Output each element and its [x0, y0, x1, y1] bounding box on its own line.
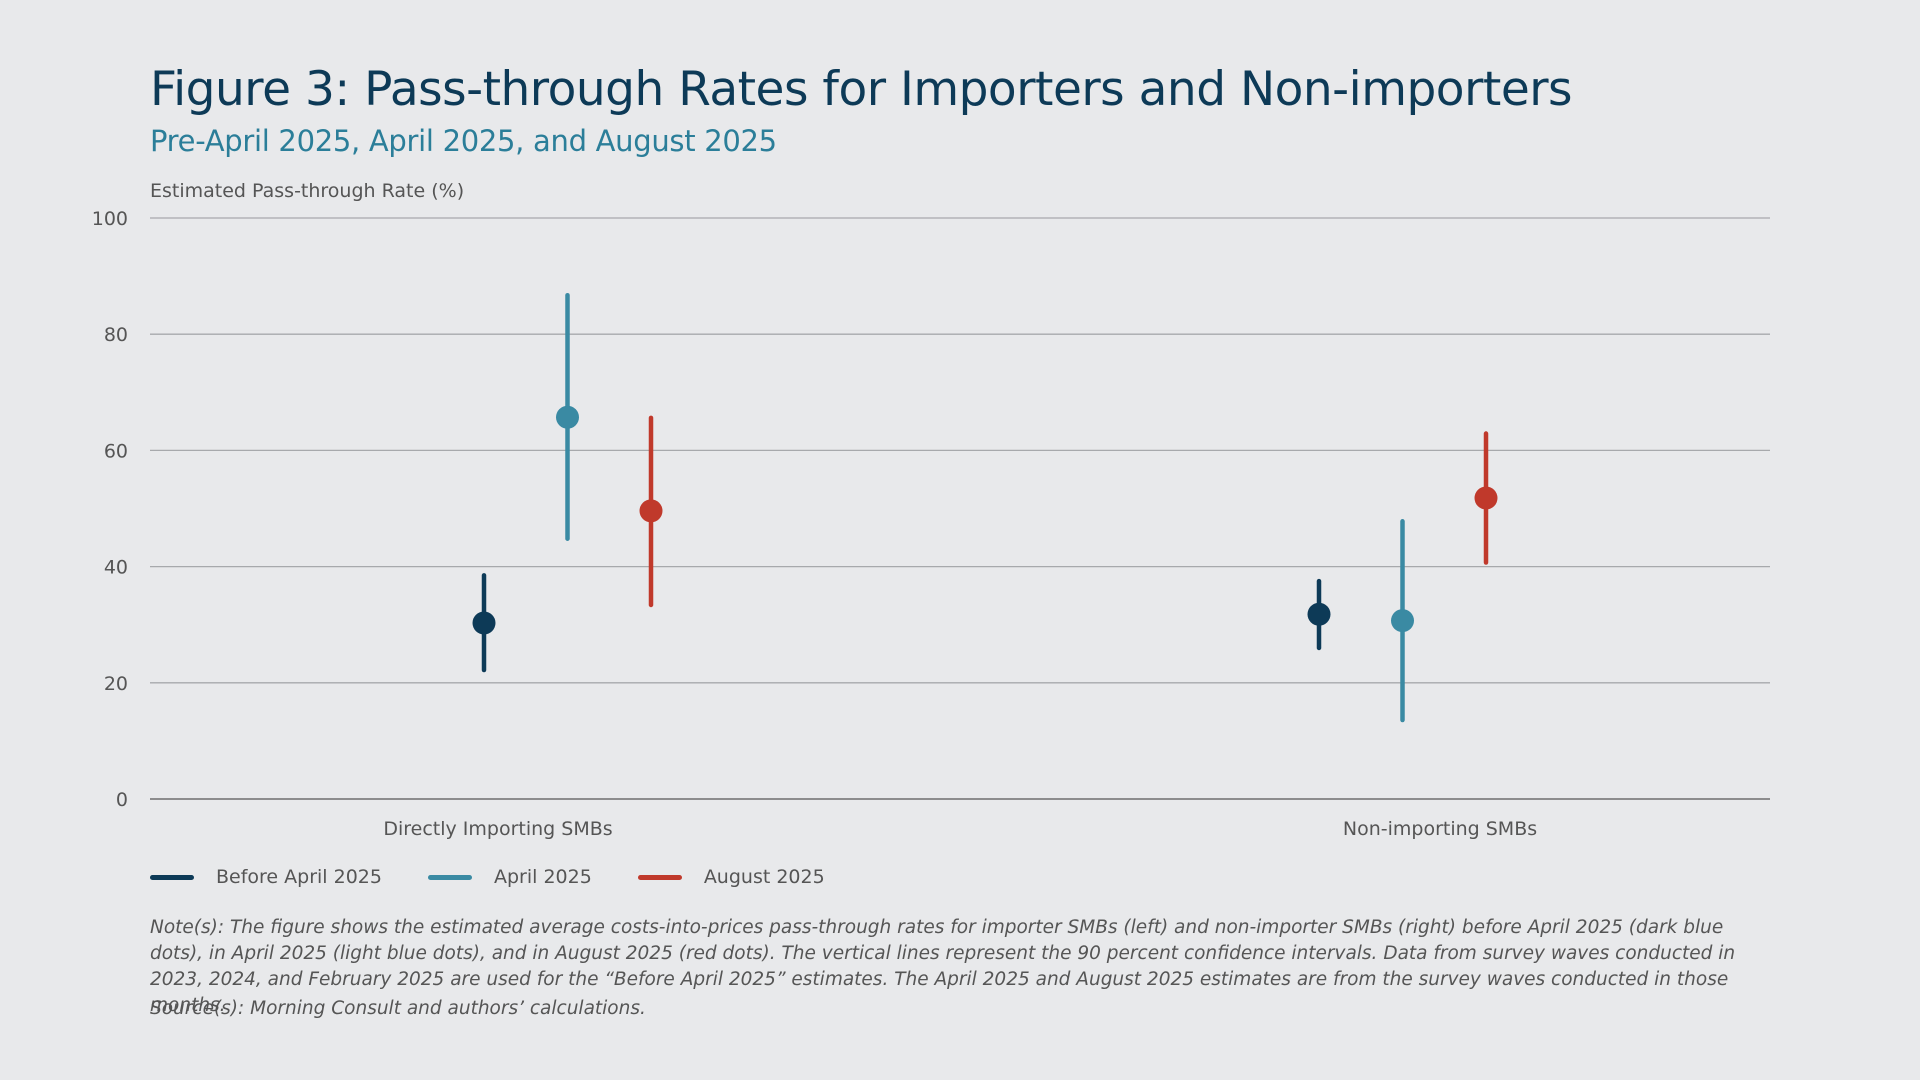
y-axis-label: Estimated Pass-through Rate (%) [150, 180, 465, 202]
data-point [639, 499, 663, 523]
data-point [1474, 486, 1498, 510]
data-point [1391, 609, 1414, 633]
y-tick-label: 60 [104, 440, 128, 462]
legend: Before April 2025 April 2025 August 2025 [150, 866, 871, 888]
x-category-label: Non-importing SMBs [1343, 818, 1537, 840]
legend-item-april-2025: April 2025 [427, 866, 592, 888]
legend-label-april-2025: April 2025 [493, 866, 592, 888]
x-category-label: Directly Importing SMBs [383, 818, 612, 840]
legend-item-august-2025: August 2025 [637, 866, 825, 888]
legend-swatch-august-2025 [637, 874, 682, 880]
data-point [472, 611, 496, 635]
chart-title: Figure 3: Pass-through Rates for Importe… [150, 62, 1573, 117]
y-tick-label: 40 [104, 557, 128, 579]
y-tick-label: 80 [104, 324, 128, 346]
legend-label-before-april-2025: Before April 2025 [216, 866, 382, 888]
legend-item-before-april-2025: Before April 2025 [150, 866, 382, 888]
data-point [556, 405, 579, 429]
chart-note: Note(s): The figure shows the estimated … [150, 917, 1736, 1016]
chart-subtitle: Pre-April 2025, April 2025, and August 2… [150, 124, 777, 158]
legend-swatch-before-april-2025 [150, 874, 194, 880]
legend-label-august-2025: August 2025 [703, 866, 825, 888]
y-tick-label: 0 [116, 789, 128, 811]
legend-swatch-april-2025 [427, 874, 472, 880]
y-tick-label: 100 [92, 208, 128, 230]
data-point [1307, 602, 1331, 626]
chart-source: Source(s): Morning Consult and authors’ … [150, 998, 646, 1019]
y-tick-label: 20 [104, 673, 128, 695]
